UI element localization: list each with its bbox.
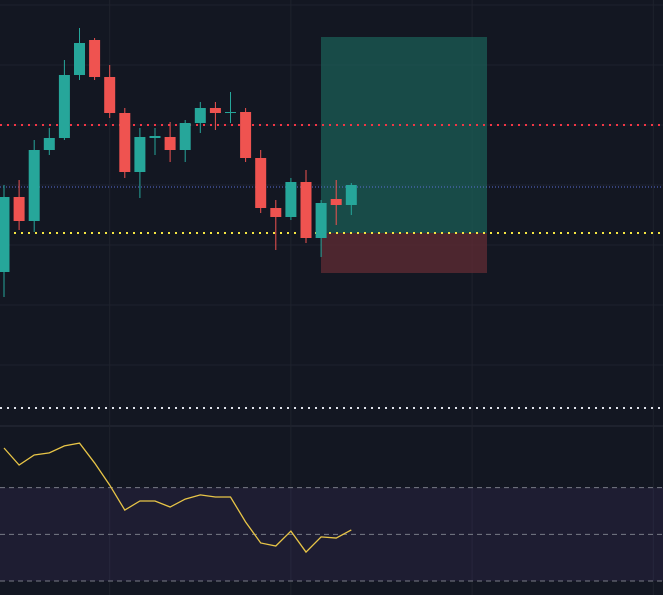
candle-body — [330, 199, 342, 205]
candle-body — [345, 185, 357, 205]
candle-body — [209, 108, 221, 113]
candle-body — [134, 137, 146, 172]
candle-body — [240, 112, 252, 158]
candle-body — [119, 113, 131, 172]
candle-body — [315, 203, 327, 238]
candle-body — [13, 197, 25, 221]
candle-body — [179, 123, 191, 150]
candle-body — [58, 75, 70, 138]
candle-body — [0, 197, 10, 272]
candle-body — [270, 208, 282, 217]
candle-body — [28, 150, 40, 221]
candle-body — [43, 138, 55, 150]
loss-zone — [321, 233, 487, 273]
rsi-line — [3, 442, 352, 554]
candle-body — [225, 112, 236, 113]
candle-body — [149, 136, 161, 138]
candle-body — [194, 108, 206, 123]
candle-body — [285, 182, 297, 217]
candle-body — [164, 137, 176, 150]
candle-body — [89, 40, 101, 77]
candle-body — [300, 182, 312, 238]
candle-body — [255, 158, 267, 208]
candle-body — [74, 43, 85, 75]
candle-body — [104, 77, 116, 113]
